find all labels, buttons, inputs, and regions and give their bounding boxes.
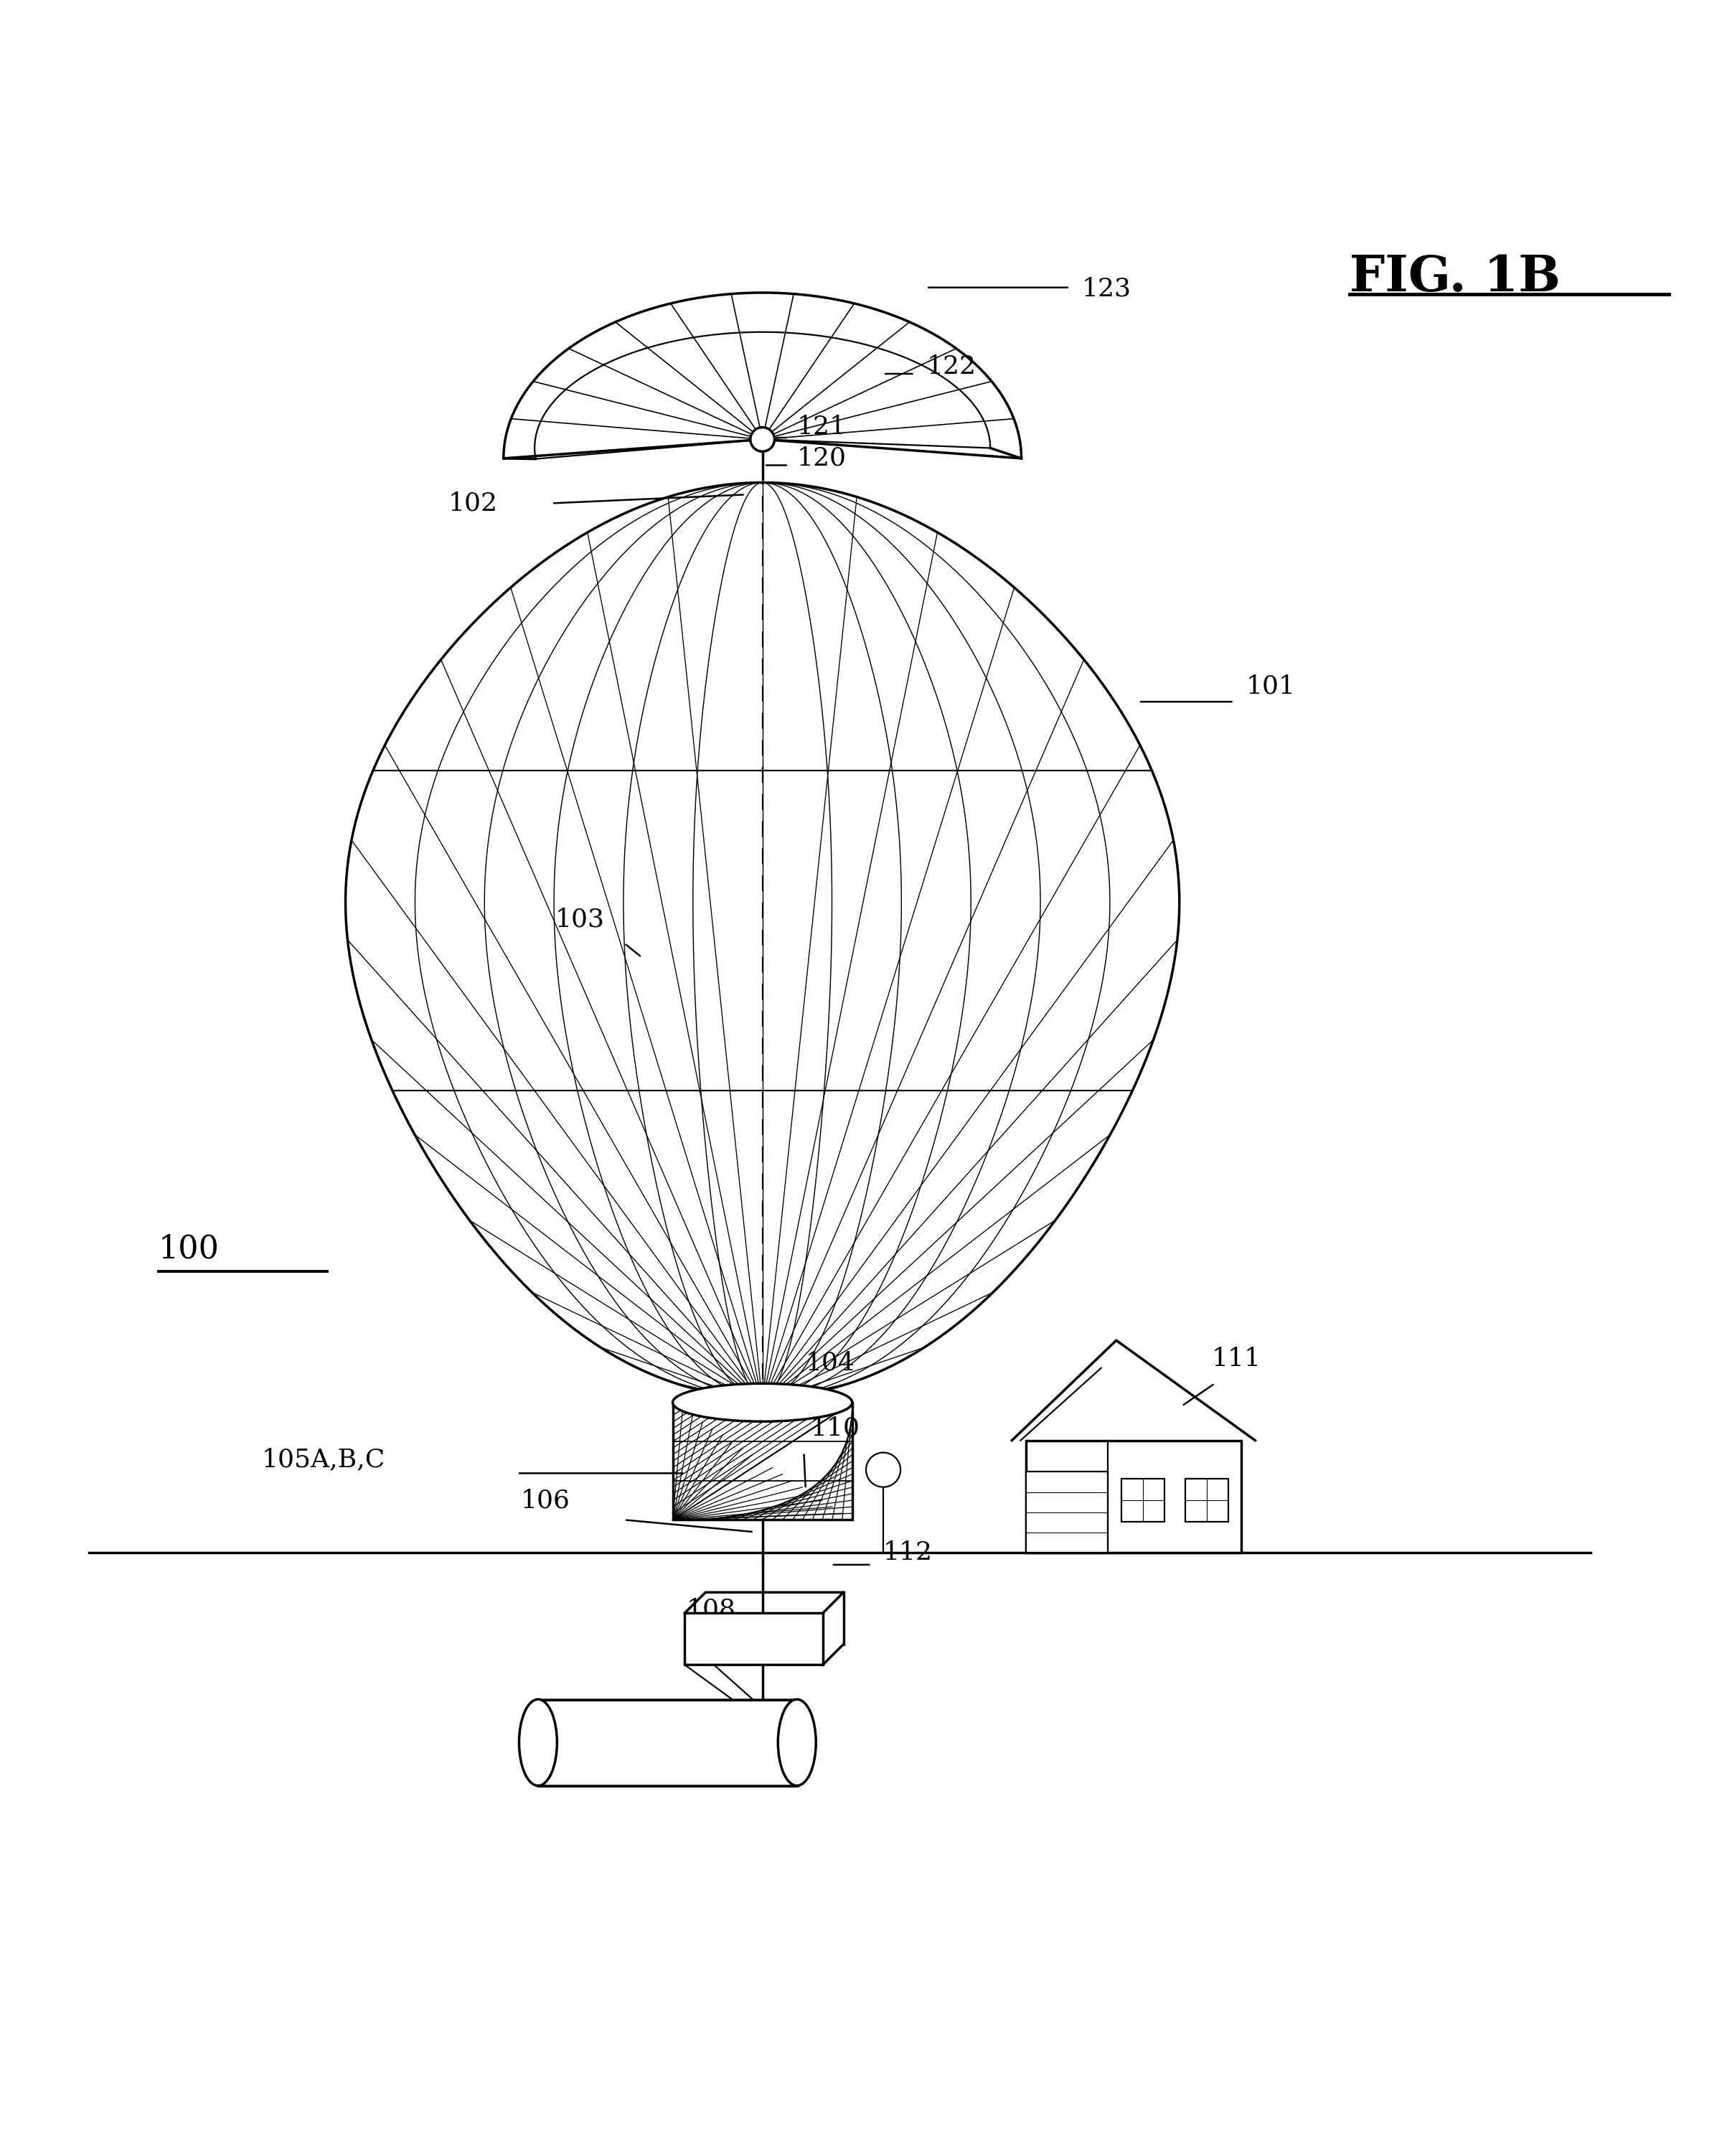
Text: 104: 104 bbox=[805, 1350, 856, 1376]
Text: 120: 120 bbox=[797, 446, 847, 470]
Text: 121: 121 bbox=[797, 414, 847, 440]
Bar bbox=[539, 1699, 797, 1785]
Text: 108: 108 bbox=[686, 1598, 736, 1621]
Ellipse shape bbox=[778, 1699, 816, 1785]
Bar bbox=[672, 1404, 852, 1520]
Text: 100: 100 bbox=[158, 1233, 220, 1263]
Text: 123: 123 bbox=[1082, 276, 1131, 302]
Text: 107: 107 bbox=[535, 1712, 584, 1738]
Ellipse shape bbox=[520, 1699, 558, 1785]
Text: 122: 122 bbox=[927, 354, 975, 379]
Text: 103: 103 bbox=[556, 908, 604, 931]
Circle shape bbox=[750, 427, 774, 451]
Text: 111: 111 bbox=[1211, 1348, 1261, 1371]
Text: 110: 110 bbox=[811, 1416, 861, 1440]
Text: 106: 106 bbox=[521, 1488, 570, 1514]
Bar bbox=[684, 1613, 823, 1664]
Circle shape bbox=[866, 1453, 901, 1488]
Bar bbox=[1025, 1473, 1108, 1552]
Text: 105A,B,C: 105A,B,C bbox=[262, 1447, 386, 1473]
Bar bbox=[1121, 1479, 1164, 1522]
Text: 102: 102 bbox=[449, 492, 497, 515]
Text: FIG. 1B: FIG. 1B bbox=[1349, 252, 1561, 302]
Text: 112: 112 bbox=[883, 1539, 934, 1565]
Bar bbox=[1185, 1479, 1228, 1522]
Bar bbox=[1025, 1440, 1242, 1552]
Text: 101: 101 bbox=[1245, 675, 1296, 699]
Ellipse shape bbox=[672, 1384, 852, 1421]
